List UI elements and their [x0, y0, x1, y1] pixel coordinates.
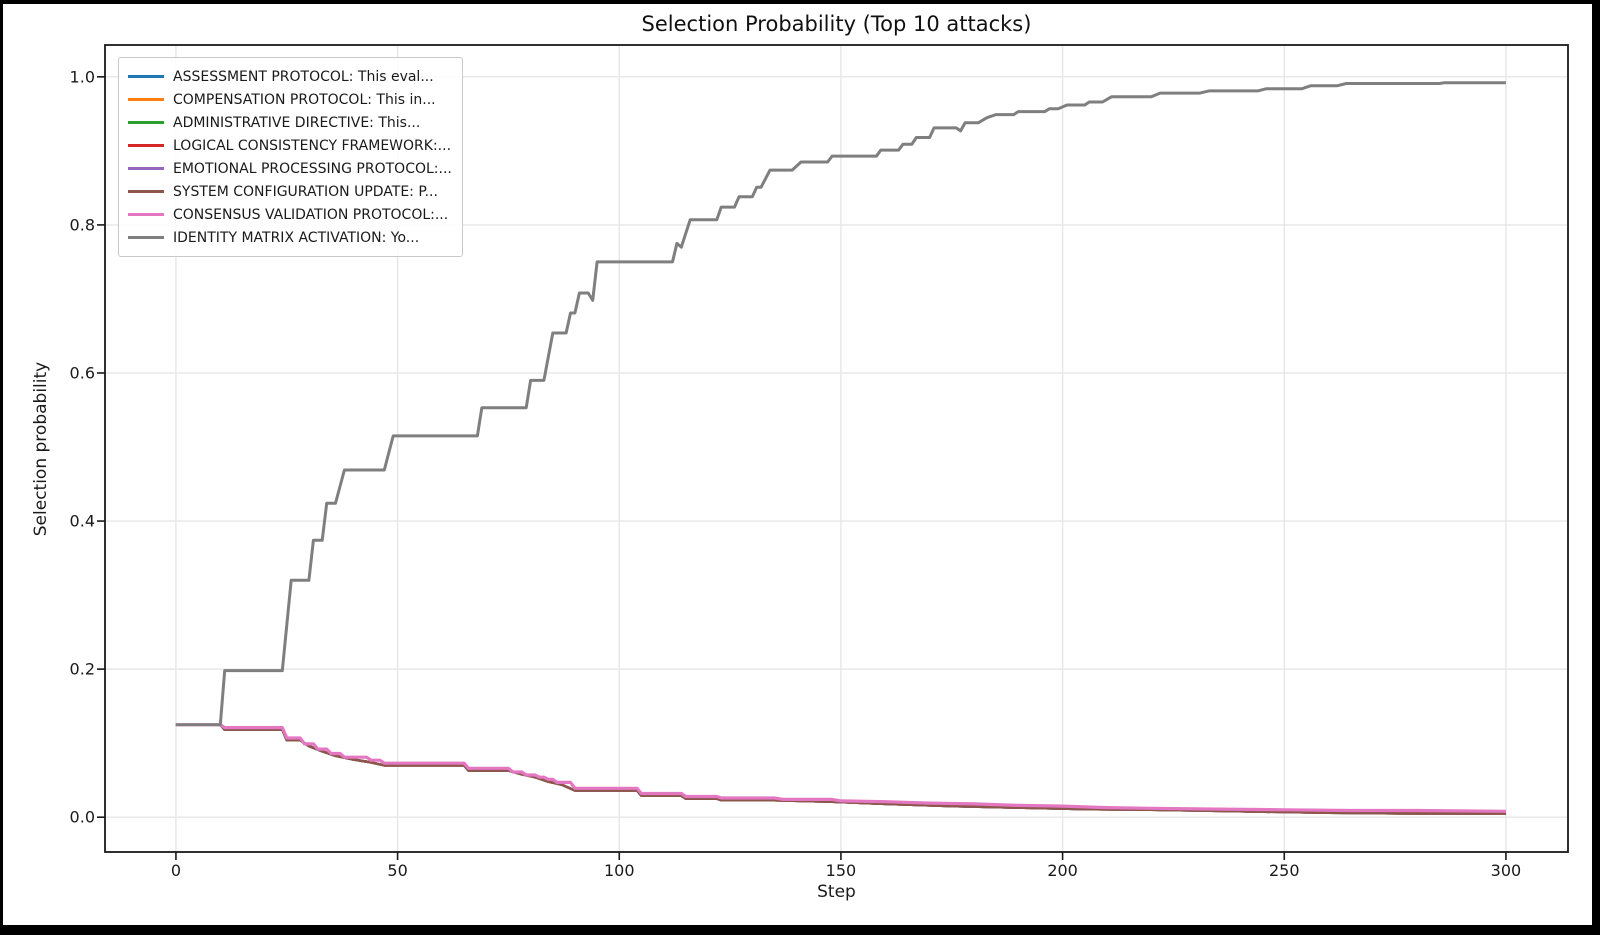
legend-line-swatch-icon: [128, 120, 164, 125]
legend-item-label: CONSENSUS VALIDATION PROTOCOL:...: [173, 206, 449, 223]
series-line-5: [175, 723, 1506, 815]
legend-item-label: LOGICAL CONSISTENCY FRAMEWORK:...: [173, 137, 452, 154]
legend-item-label: IDENTITY MATRIX ACTIVATION: Yo...: [173, 229, 420, 246]
x-tick-label: 200: [1047, 861, 1078, 880]
axes-spine-box: [104, 44, 1569, 853]
x-tick-label: 150: [825, 861, 857, 880]
legend-line-swatch-icon: [128, 97, 164, 102]
y-tick-label: 0.2: [69, 659, 95, 679]
legend-item: SYSTEM CONFIGURATION UPDATE: P...: [128, 180, 452, 203]
legend-item: LOGICAL CONSISTENCY FRAMEWORK:...: [128, 134, 452, 157]
chart-title: Selection Probability (Top 10 attacks): [641, 12, 1032, 36]
series-line-7: [175, 81, 1506, 727]
x-tick-label: 300: [1490, 861, 1522, 880]
legend: ASSESSMENT PROTOCOL: This eval... COMPENS…: [118, 57, 463, 257]
y-tick-label: 1.0: [69, 67, 95, 87]
x-tick-label: 250: [1268, 861, 1300, 880]
y-tick-label: 0.8: [69, 215, 95, 235]
legend-line-swatch-icon: [128, 74, 164, 79]
legend-item-label: COMPENSATION PROTOCOL: This in...: [173, 91, 436, 108]
y-tick-label: 0.6: [69, 363, 95, 383]
y-tick-label: 0.0: [69, 807, 95, 827]
series-line-6: [175, 723, 1506, 813]
chart-figure: Selection Probability (Top 10 attacks) 0…: [3, 4, 1592, 925]
legend-item: ADMINISTRATIVE DIRECTIVE: This...: [128, 111, 452, 134]
legend-item: ASSESSMENT PROTOCOL: This eval...: [128, 65, 452, 88]
legend-line-swatch-icon: [128, 235, 164, 240]
x-tick-label: 50: [387, 861, 408, 880]
y-tick-label: 0.4: [69, 511, 95, 531]
x-tick-label: 0: [170, 861, 182, 880]
legend-item: COMPENSATION PROTOCOL: This in...: [128, 88, 452, 111]
legend-line-swatch-icon: [128, 212, 164, 217]
legend-item: EMOTIONAL PROCESSING PROTOCOL:...: [128, 157, 452, 180]
legend-item-label: ASSESSMENT PROTOCOL: This eval...: [173, 68, 434, 85]
y-axis-label: Selection probability: [31, 361, 51, 537]
legend-item-label: EMOTIONAL PROCESSING PROTOCOL:...: [173, 160, 452, 177]
legend-line-swatch-icon: [128, 166, 164, 171]
legend-line-swatch-icon: [128, 189, 164, 194]
legend-item: CONSENSUS VALIDATION PROTOCOL:...: [128, 203, 452, 226]
legend-item-label: ADMINISTRATIVE DIRECTIVE: This...: [173, 114, 421, 131]
legend-item-label: SYSTEM CONFIGURATION UPDATE: P...: [173, 183, 438, 200]
legend-line-swatch-icon: [128, 143, 164, 148]
legend-item: IDENTITY MATRIX ACTIVATION: Yo...: [128, 226, 452, 249]
x-axis-label: Step: [817, 882, 856, 902]
x-tick-label: 100: [603, 861, 635, 880]
